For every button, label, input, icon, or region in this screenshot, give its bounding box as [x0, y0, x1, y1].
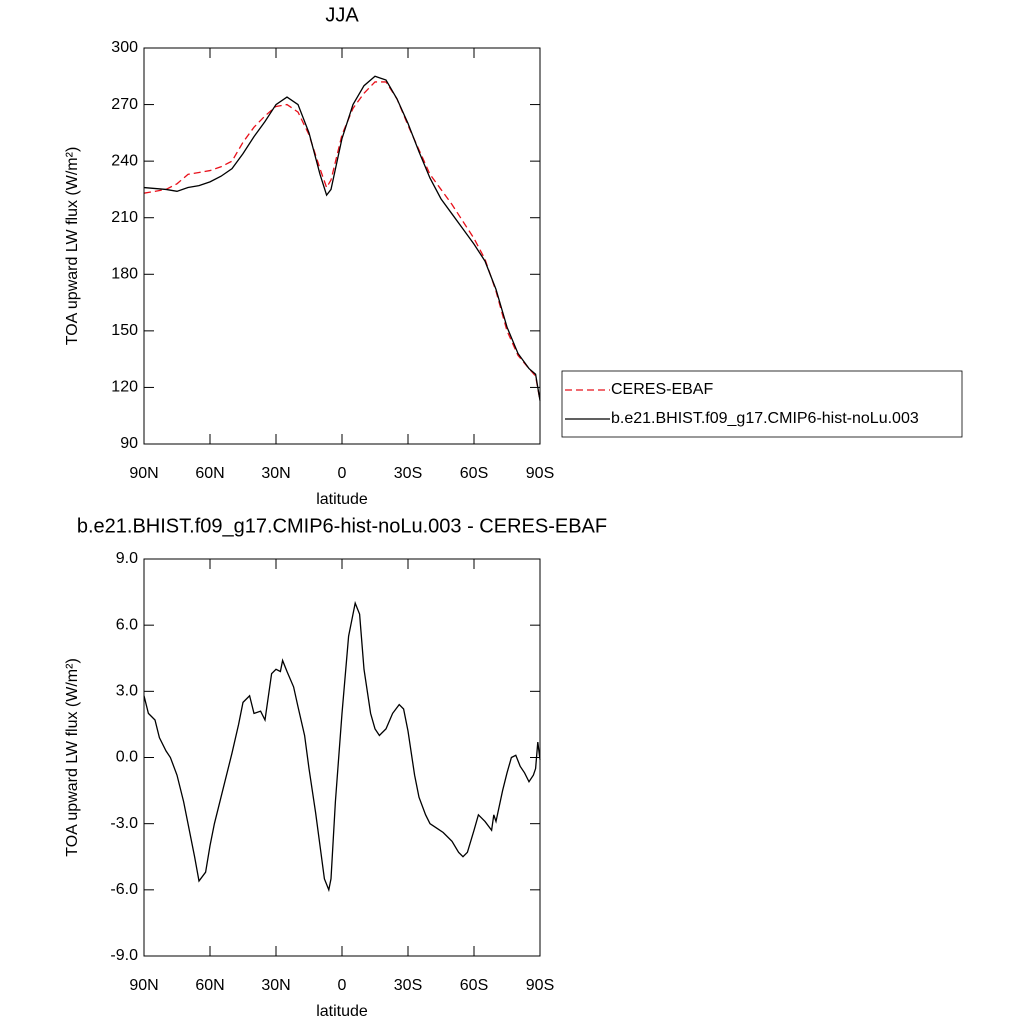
y-tick-label: 6.0	[116, 616, 138, 633]
y-axis-label: TOA upward LW flux (W/m²)	[64, 658, 81, 857]
y-tick-label: 9.0	[116, 550, 138, 567]
x-tick-label: 30N	[261, 977, 290, 994]
y-tick-label: -3.0	[110, 815, 138, 832]
plot-frame	[143, 47, 541, 445]
x-axis-label: latitude	[316, 1003, 368, 1020]
y-tick-label: 180	[111, 266, 138, 283]
y-tick-label: -6.0	[110, 881, 138, 898]
x-axis-label: latitude	[316, 491, 368, 508]
x-tick-label: 90N	[129, 977, 158, 994]
legend-label: b.e21.BHIST.f09_g17.CMIP6-hist-noLu.003	[611, 410, 919, 427]
x-tick-label: 90N	[129, 465, 158, 482]
y-tick-label: 90	[120, 435, 138, 452]
y-tick-label: 3.0	[116, 683, 138, 700]
x-tick-label: 0	[338, 465, 347, 482]
y-tick-label: 150	[111, 322, 138, 339]
legend-box	[561, 370, 963, 438]
y-tick-label: -9.0	[110, 947, 138, 964]
legend-label: CERES-EBAF	[611, 381, 713, 398]
x-tick-label: 90S	[526, 465, 554, 482]
x-tick-label: 60S	[460, 465, 488, 482]
series-line	[143, 600, 541, 893]
series-line	[143, 75, 541, 401]
x-tick-label: 60N	[195, 465, 224, 482]
chart-title: b.e21.BHIST.f09_g17.CMIP6-hist-noLu.003 …	[77, 515, 607, 537]
x-tick-label: 90S	[526, 977, 554, 994]
chart-title: JJA	[325, 4, 359, 26]
y-axis-label: TOA upward LW flux (W/m²)	[64, 147, 81, 346]
x-tick-label: 60N	[195, 977, 224, 994]
y-tick-label: 120	[111, 379, 138, 396]
plot-frame	[143, 558, 541, 957]
y-tick-label: 270	[111, 96, 138, 113]
y-tick-label: 240	[111, 152, 138, 169]
series-line	[143, 81, 541, 401]
x-tick-label: 30N	[261, 465, 290, 482]
x-tick-label: 30S	[394, 465, 422, 482]
x-tick-label: 60S	[460, 977, 488, 994]
y-tick-label: 300	[111, 39, 138, 56]
y-tick-label: 0.0	[116, 749, 138, 766]
x-tick-label: 0	[338, 977, 347, 994]
x-tick-label: 30S	[394, 977, 422, 994]
y-tick-label: 210	[111, 209, 138, 226]
